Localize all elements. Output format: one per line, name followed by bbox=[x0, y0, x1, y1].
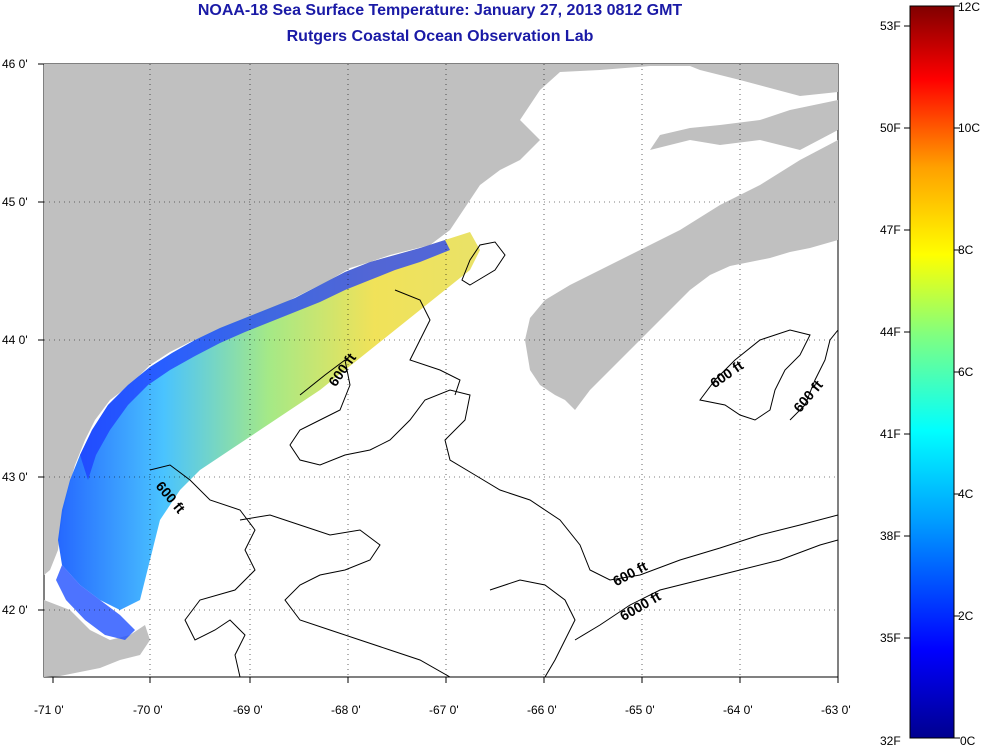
sst-swath bbox=[58, 232, 480, 610]
lon-label: -67 0' bbox=[429, 703, 459, 717]
colorbar-ticks bbox=[904, 5, 960, 739]
colorbar-f-label: 53F bbox=[880, 19, 901, 33]
lon-label: -69 0' bbox=[233, 703, 263, 717]
colorbar-c-label: 12C bbox=[958, 0, 981, 14]
sst-ma-bay bbox=[56, 565, 135, 640]
lon-label: -64 0' bbox=[723, 703, 753, 717]
lat-label: 45 0' bbox=[2, 195, 28, 209]
bathymetry-contours bbox=[149, 241, 838, 677]
graticule bbox=[44, 64, 838, 677]
lon-label: -65 0' bbox=[625, 703, 655, 717]
colorbar-c-label: 6C bbox=[958, 365, 974, 379]
colorbar-c-label: 8C bbox=[958, 243, 974, 257]
lat-label: 43 0' bbox=[2, 470, 28, 484]
land-pei bbox=[650, 100, 838, 150]
colorbar-c-label: 2C bbox=[958, 609, 974, 623]
axis-ticks bbox=[38, 63, 839, 683]
colorbar-f-label: 35F bbox=[880, 631, 901, 645]
chart-title: NOAA-18 Sea Surface Temperature: January… bbox=[197, 2, 683, 19]
colorbar-c-label: 0C bbox=[960, 734, 976, 748]
lon-label: -66 0' bbox=[527, 703, 557, 717]
lat-label: 42 0' bbox=[2, 603, 28, 617]
land-cape-cod bbox=[44, 600, 150, 677]
colorbar-f-label: 50F bbox=[880, 121, 901, 135]
colorbar-f-label: 41F bbox=[880, 427, 901, 441]
colorbar bbox=[909, 5, 955, 739]
lon-label: -70 0' bbox=[133, 703, 163, 717]
colorbar-c-label: 10C bbox=[958, 121, 981, 135]
colorbar-f-label: 38F bbox=[880, 529, 901, 543]
lon-label: -63 0' bbox=[821, 703, 851, 717]
sst-coastal-cold bbox=[80, 240, 450, 480]
lon-label: -68 0' bbox=[331, 703, 361, 717]
colorbar-c-label: 4C bbox=[958, 487, 974, 501]
colorbar-f-label: 47F bbox=[880, 223, 901, 237]
lon-label: -71 0' bbox=[34, 703, 64, 717]
chart-subtitle: Rutgers Coastal Ocean Observation Lab bbox=[286, 28, 594, 45]
colorbar-f-label: 32F bbox=[880, 734, 901, 748]
lat-label: 44 0' bbox=[2, 333, 28, 347]
colorbar-f-label: 44F bbox=[880, 325, 901, 339]
lat-label: 46 0' bbox=[2, 57, 28, 71]
land-nova-scotia bbox=[525, 140, 838, 410]
land-mainland bbox=[44, 64, 838, 575]
